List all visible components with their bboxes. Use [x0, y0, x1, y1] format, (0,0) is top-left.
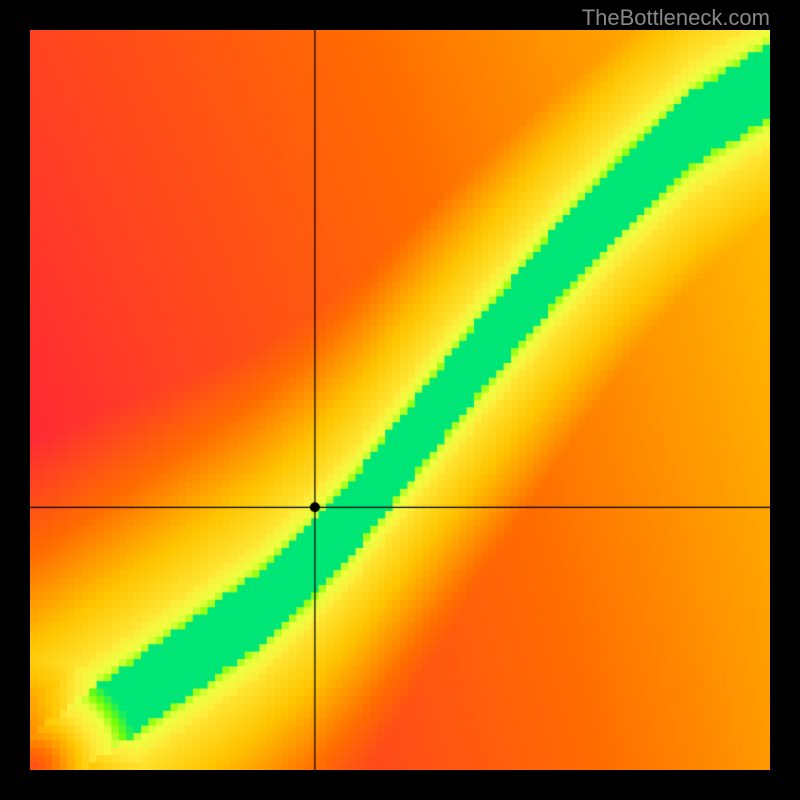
bottleneck-heatmap: [30, 30, 770, 770]
heatmap-canvas: [30, 30, 770, 770]
watermark-text: TheBottleneck.com: [582, 5, 770, 31]
